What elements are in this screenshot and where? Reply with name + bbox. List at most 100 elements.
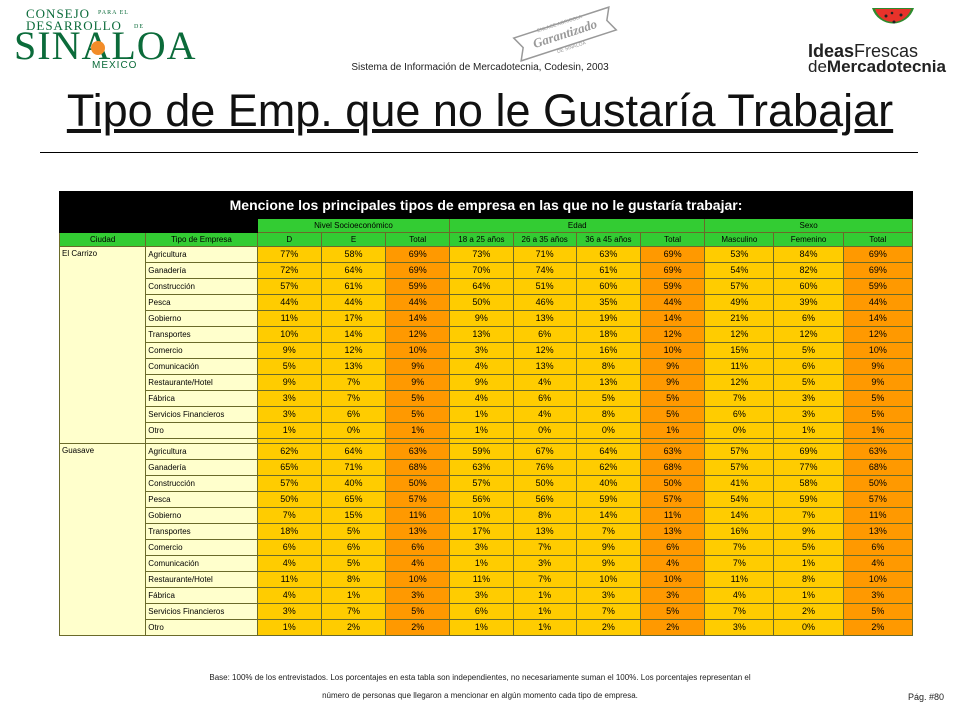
value-cell: 6%	[773, 358, 844, 375]
column-header: 26 a 35 años	[512, 232, 577, 247]
column-header: Masculino	[704, 232, 775, 247]
value-cell: 57%	[449, 475, 514, 492]
column-header: 36 a 45 años	[575, 232, 641, 247]
total-cell: 5%	[639, 406, 706, 423]
value-cell: 4%	[256, 587, 322, 604]
table-row: Ganadería 65% 71% 68% 63% 76% 62% 68% 57% 77% 68%	[60, 459, 914, 476]
value-cell: 15%	[320, 507, 387, 524]
total-cell: 5%	[842, 603, 914, 620]
table-row: Guasave Agricultura 62% 64% 63% 59% 67% 64% 63% 5…	[58, 443, 914, 636]
value-cell: 13%	[512, 523, 577, 540]
company-type-cell: Agricultura	[145, 246, 258, 263]
total-cell: 9%	[639, 358, 706, 375]
total-cell: 11%	[639, 507, 706, 524]
group-header-sexo: Sexo	[704, 218, 913, 233]
value-cell: 72%	[256, 262, 322, 279]
total-cell: 68%	[842, 459, 914, 476]
value-cell: 50%	[449, 294, 514, 311]
value-cell: 12%	[773, 326, 844, 343]
value-cell: 17%	[449, 523, 514, 540]
value-cell: 40%	[320, 475, 387, 492]
value-cell: 57%	[704, 443, 775, 460]
table-row: Servicios Financieros 3% 7% 5% 6% 1% 7% 5% 7% 2% 5…	[60, 603, 914, 620]
value-cell: 40%	[575, 475, 641, 492]
value-cell: 56%	[512, 491, 577, 508]
value-cell: 6%	[449, 603, 514, 620]
value-cell: 44%	[320, 294, 387, 311]
value-cell: 7%	[704, 539, 775, 556]
total-cell: 57%	[385, 491, 451, 508]
value-cell: 1%	[512, 603, 577, 620]
value-cell: 6%	[773, 310, 844, 327]
value-cell: 1%	[512, 587, 577, 604]
value-cell: 41%	[704, 475, 775, 492]
total-cell: 57%	[639, 491, 706, 508]
total-cell: 14%	[385, 310, 451, 327]
total-cell: 4%	[842, 555, 914, 572]
value-cell: 5%	[773, 539, 844, 556]
total-cell: 1%	[385, 422, 451, 439]
value-cell: 69%	[773, 443, 844, 460]
value-cell: 1%	[449, 619, 514, 636]
page-title: Tipo de Emp. que no le Gustaría Trabajar	[66, 85, 894, 136]
value-cell: 17%	[320, 310, 387, 327]
value-cell: 58%	[320, 246, 387, 263]
group-header-edad: Edad	[449, 218, 706, 233]
company-type-cell: Servicios Financieros	[145, 406, 258, 423]
logo-sinaloa: SINALOA	[14, 23, 197, 68]
total-cell: 68%	[385, 459, 451, 476]
value-cell: 5%	[320, 523, 387, 540]
value-cell: 7%	[575, 523, 641, 540]
value-cell: 61%	[575, 262, 641, 279]
total-cell: 6%	[842, 539, 914, 556]
total-cell: 13%	[639, 523, 706, 540]
value-cell: 7%	[704, 555, 775, 572]
total-cell: 13%	[385, 523, 451, 540]
value-cell: 3%	[575, 587, 641, 604]
value-cell: 3%	[449, 342, 514, 359]
footnote: Base: 100% de los entrevistados. Los por…	[160, 669, 800, 705]
column-header: Total	[639, 232, 706, 247]
value-cell: 16%	[704, 523, 775, 540]
column-header: Total	[385, 232, 451, 247]
value-cell: 2%	[320, 619, 387, 636]
total-cell: 1%	[639, 422, 706, 439]
value-cell: 71%	[320, 459, 387, 476]
total-cell: 59%	[639, 278, 706, 295]
value-cell: 14%	[320, 326, 387, 343]
company-type-cell: Comunicación	[145, 555, 258, 572]
value-cell: 7%	[773, 507, 844, 524]
table-row: Otro 1% 0% 1% 1% 0% 0% 1% 0% 1% 1%	[60, 422, 914, 439]
value-cell: 71%	[512, 246, 577, 263]
value-cell: 1%	[449, 555, 514, 572]
company-type-cell: Pesca	[145, 294, 258, 311]
value-cell: 73%	[449, 246, 514, 263]
value-cell: 7%	[256, 507, 322, 524]
total-cell: 69%	[639, 246, 706, 263]
total-cell: 9%	[639, 374, 706, 391]
company-type-cell: Construcción	[145, 475, 258, 492]
value-cell: 12%	[704, 374, 775, 391]
value-cell: 12%	[704, 326, 775, 343]
column-header: D	[256, 232, 322, 247]
total-cell: 11%	[385, 507, 451, 524]
value-cell: 2%	[773, 603, 844, 620]
table-row: Gobierno 7% 15% 11% 10% 8% 14% 11% 14% 7% 11%	[60, 507, 914, 524]
value-cell: 59%	[449, 443, 514, 460]
column-header: Ciudad	[58, 232, 147, 247]
value-cell: 7%	[512, 539, 577, 556]
total-cell: 9%	[842, 374, 914, 391]
total-cell: 69%	[639, 262, 706, 279]
value-cell: 8%	[773, 571, 844, 588]
value-cell: 1%	[512, 619, 577, 636]
value-cell: 11%	[256, 571, 322, 588]
company-type-cell: Restaurante/Hotel	[145, 374, 258, 391]
logo-line1b: PARA EL	[98, 10, 129, 16]
value-cell: 1%	[773, 555, 844, 572]
value-cell: 58%	[773, 475, 844, 492]
value-cell: 4%	[704, 587, 775, 604]
value-cell: 57%	[256, 475, 322, 492]
logo-mexico: MEXICO	[92, 60, 138, 71]
value-cell: 76%	[512, 459, 577, 476]
value-cell: 64%	[449, 278, 514, 295]
